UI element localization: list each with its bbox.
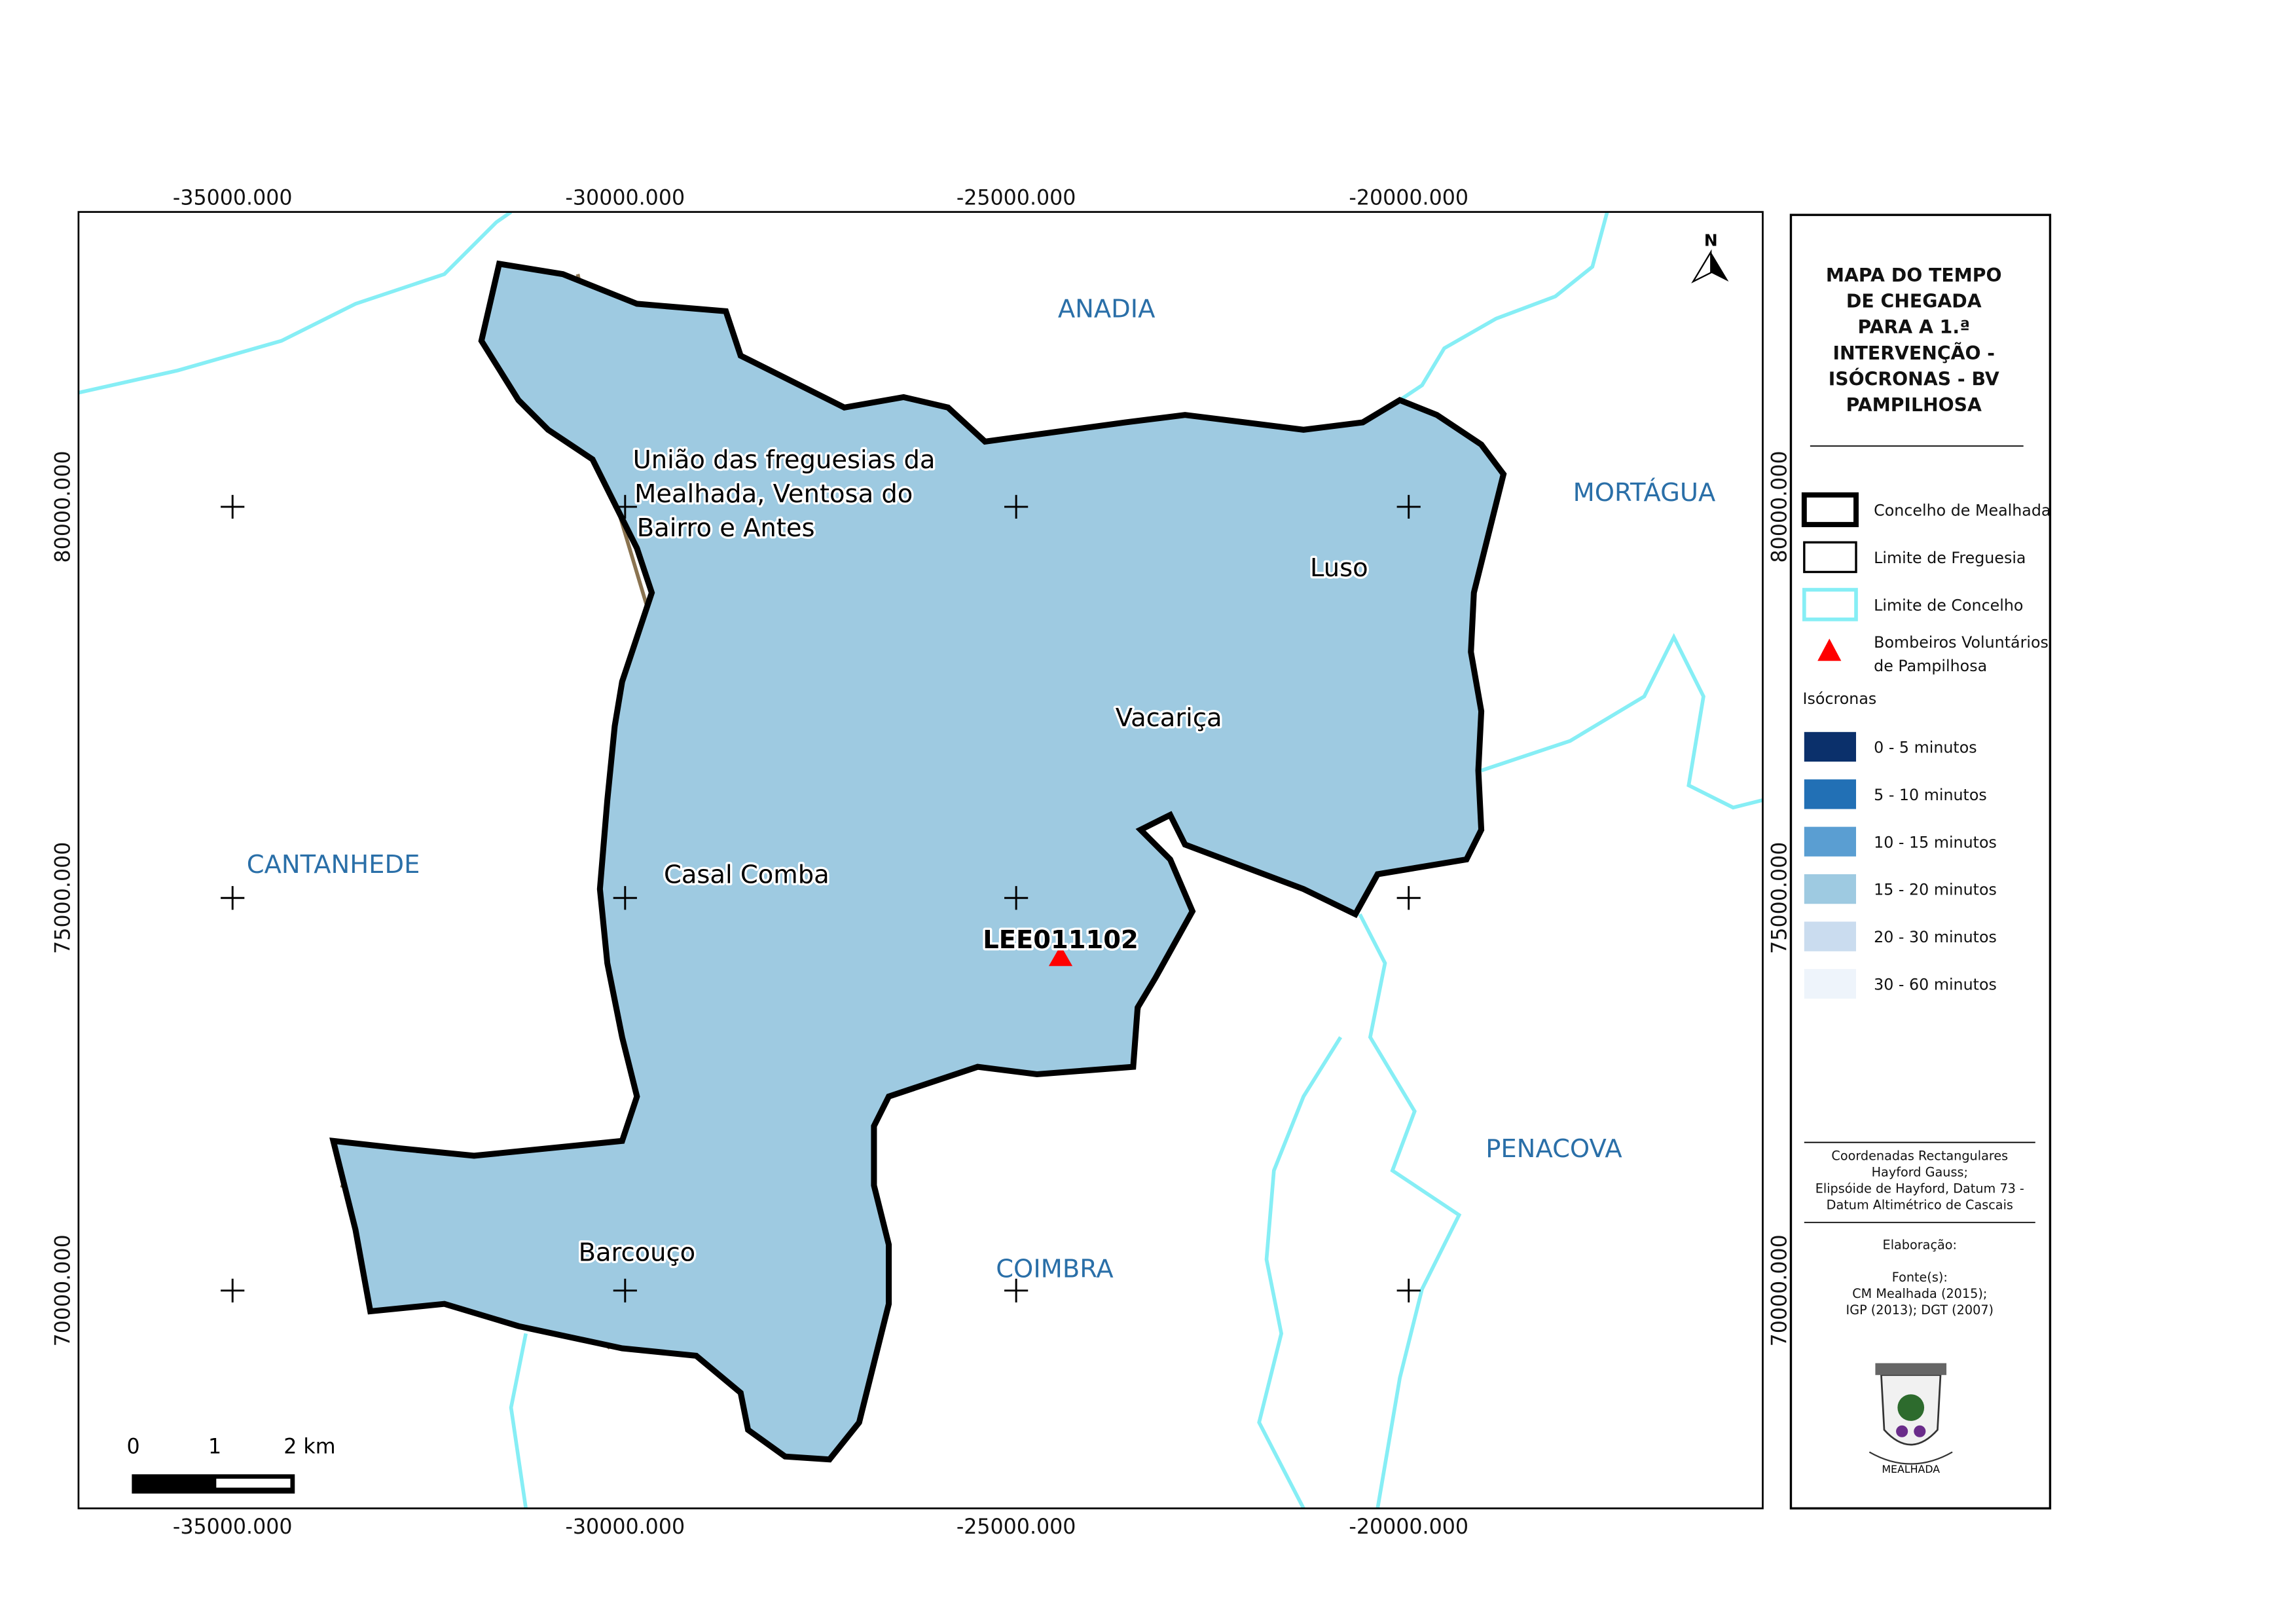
scale-label: 0 [127, 1435, 140, 1459]
municipality-label: MORTÁGUA [1573, 477, 1716, 507]
municipality-label: PENACOVA [1485, 1134, 1622, 1164]
legend-symbol [1803, 541, 1857, 574]
legend-label: Limite de Freguesia [1874, 549, 2026, 567]
boundary-line [1257, 1036, 1343, 1509]
credit-line: Elipsóide de Hayford, Datum 73 - [1815, 1181, 2024, 1196]
legend-symbol [1801, 492, 1859, 528]
y-coordinate-label: 75000.000 [51, 842, 75, 954]
logo: MEALHADA [1868, 1363, 1953, 1475]
map-body: LEE011102 União das freguesias da Mealha… [78, 212, 1763, 1509]
legend-label: 5 - 10 minutos [1874, 786, 1987, 804]
boundary-line [1480, 633, 1763, 810]
map-frame [77, 211, 1764, 1509]
boundary-line [1358, 913, 1462, 1509]
y-coordinate-label: 80000.000 [51, 451, 75, 563]
parish-label-line: União das freguesias da [633, 445, 936, 475]
legend-title: DE CHEGADA [1846, 291, 1982, 312]
logo-grapes [1896, 1425, 1908, 1437]
x-coordinate-label: -35000.000 [173, 186, 293, 210]
parish-label: Vacariça [1116, 703, 1222, 733]
scale-label: 2 km [283, 1435, 335, 1459]
scale-label: 1 [208, 1435, 221, 1459]
legend-symbol [1817, 638, 1842, 661]
credit-line: Coordenadas Rectangulares [1831, 1149, 2008, 1164]
scale-bar [216, 1479, 291, 1488]
x-coordinate-label: -20000.000 [1349, 1515, 1468, 1539]
parish-label-line: Mealhada, Ventosa do [634, 479, 913, 509]
y-coordinate-label: 80000.000 [1768, 451, 1792, 563]
parish-label: Casal Comba [664, 860, 829, 890]
parish-label-line: Bairro e Antes [637, 513, 815, 543]
legend-panel [1789, 213, 2052, 1510]
credit-line: Hayford Gauss; [1872, 1165, 1968, 1180]
legend-title: INTERVENÇÃO - [1832, 342, 1995, 364]
municipal-boundaries [78, 212, 1763, 1509]
logo-tree [1897, 1394, 1925, 1421]
logo-text: MEALHADA [1882, 1463, 1940, 1475]
legend-swatch [1804, 969, 1857, 999]
x-coordinate-label: -20000.000 [1349, 186, 1468, 210]
municipality-label: CANTANHEDE [247, 850, 420, 879]
legend-title: MAPA DO TEMPO [1826, 265, 2002, 286]
legend-swatch [1804, 921, 1857, 951]
credit-line: Datum Altimétrico de Cascais [1827, 1197, 2013, 1212]
legend-swatch [1804, 826, 1857, 857]
legend-label: 30 - 60 minutos [1874, 976, 1997, 994]
x-coordinate-label: -30000.000 [565, 186, 685, 210]
legend-subtitle: Isócronas [1803, 690, 1877, 708]
legend-title: PARA A 1.ª [1857, 316, 1970, 338]
boundary-line [78, 212, 513, 395]
legend-title: ISÓCRONAS - BV [1829, 367, 1999, 390]
boundary-line [509, 1333, 528, 1509]
north-label: N [1704, 231, 1718, 250]
x-coordinate-label: -35000.000 [173, 1515, 293, 1539]
legend-label: 20 - 30 minutos [1874, 928, 1997, 946]
x-coordinate-label: -25000.000 [957, 186, 1076, 210]
legend-label: Bombeiros Voluntários [1874, 633, 2049, 652]
station-code: LEE011102 [983, 925, 1139, 955]
legend-title: PAMPILHOSA [1846, 394, 1982, 416]
municipality-label: COIMBRA [996, 1254, 1113, 1283]
legend-label: de Pampilhosa [1874, 657, 1987, 675]
legend-label: Limite de Concelho [1874, 596, 2023, 614]
legend-swatch [1804, 731, 1857, 762]
y-coordinate-label: 70000.000 [51, 1234, 75, 1346]
credit-line: CM Mealhada (2015); [1852, 1286, 1987, 1301]
parish-label: União das freguesias da Mealhada, Ventos… [633, 445, 943, 543]
coordinate-labels: -35000.000 -35000.000 -30000.000 -30000.000… [51, 186, 1791, 1539]
legend-label: 0 - 5 minutos [1874, 738, 1977, 756]
parish-label: Barcouço [579, 1238, 696, 1268]
credit-line: Fonte(s): [1892, 1270, 1948, 1285]
grid-crosses [221, 494, 1421, 1302]
x-coordinate-label: -25000.000 [957, 1515, 1076, 1539]
credit-line: IGP (2013); DGT (2007) [1846, 1302, 1994, 1318]
logo-crown [1875, 1363, 1947, 1375]
legend-swatch [1804, 779, 1857, 809]
legend-label: 15 - 20 minutos [1874, 881, 1997, 899]
legend-symbol [1802, 587, 1858, 621]
legend-label: Concelho de Mealhada [1874, 501, 2050, 519]
north-arrow [1691, 249, 1712, 284]
credit-line: Elaboração: [1883, 1237, 1957, 1252]
y-coordinate-label: 70000.000 [1768, 1234, 1792, 1346]
municipality-label: ANADIA [1058, 294, 1156, 323]
legend-swatch [1804, 874, 1857, 904]
parish-label: Luso [1310, 553, 1368, 583]
y-coordinate-label: 75000.000 [1768, 842, 1792, 954]
legend: MAPA DO TEMPO DE CHEGADA PARA A 1.ª INTERVE… [1801, 265, 2050, 1318]
legend-label: 10 - 15 minutos [1874, 833, 1997, 851]
fire-station [1048, 945, 1073, 967]
logo-grapes [1914, 1425, 1926, 1437]
boundary-line [1398, 212, 1609, 402]
x-coordinate-label: -30000.000 [565, 1515, 685, 1539]
logo-ribbon [1868, 1451, 1953, 1465]
